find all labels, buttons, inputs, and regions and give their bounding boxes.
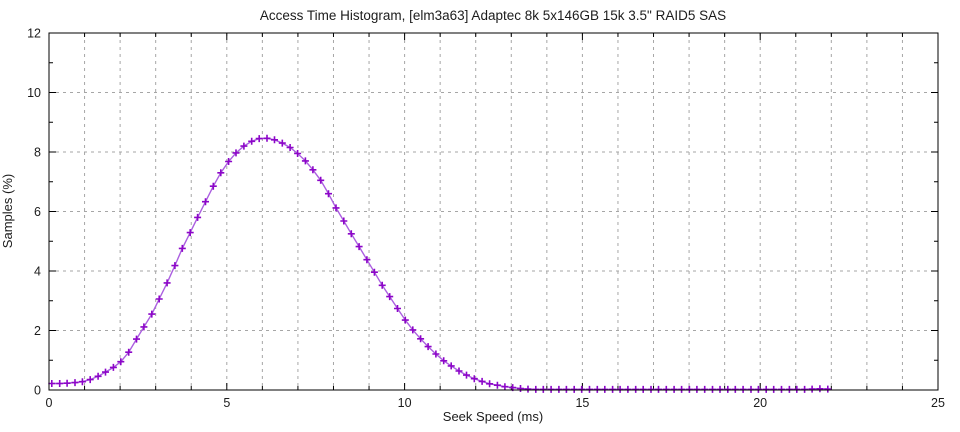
y-tick-label: 2 bbox=[34, 324, 41, 338]
x-tick-label: 5 bbox=[223, 396, 230, 410]
gridlines-layer bbox=[49, 33, 938, 390]
y-tick-label: 8 bbox=[34, 146, 41, 160]
chart-title: Access Time Histogram, [elm3a63] Adaptec… bbox=[260, 8, 726, 23]
x-axis-title: Seek Speed (ms) bbox=[443, 409, 543, 424]
y-tick-label: 0 bbox=[34, 384, 41, 398]
plot-border bbox=[48, 32, 939, 391]
tick-labels-layer: 0 5 10 15 20 25 0 2 4 6 8 10 12 bbox=[27, 27, 945, 411]
x-tick-label: 15 bbox=[575, 396, 589, 410]
data-series-layer bbox=[48, 134, 832, 393]
y-tick-label: 6 bbox=[34, 205, 41, 219]
y-axis-title: Samples (%) bbox=[0, 174, 15, 248]
x-tick-label: 10 bbox=[398, 396, 412, 410]
x-tick-label: 20 bbox=[753, 396, 767, 410]
series-point-markers bbox=[48, 134, 832, 393]
x-tick-label: 25 bbox=[931, 396, 945, 410]
x-tick-label: 0 bbox=[46, 396, 53, 410]
y-tick-label: 4 bbox=[34, 265, 41, 279]
y-tick-label: 12 bbox=[27, 27, 41, 41]
y-tick-label: 10 bbox=[27, 86, 41, 100]
